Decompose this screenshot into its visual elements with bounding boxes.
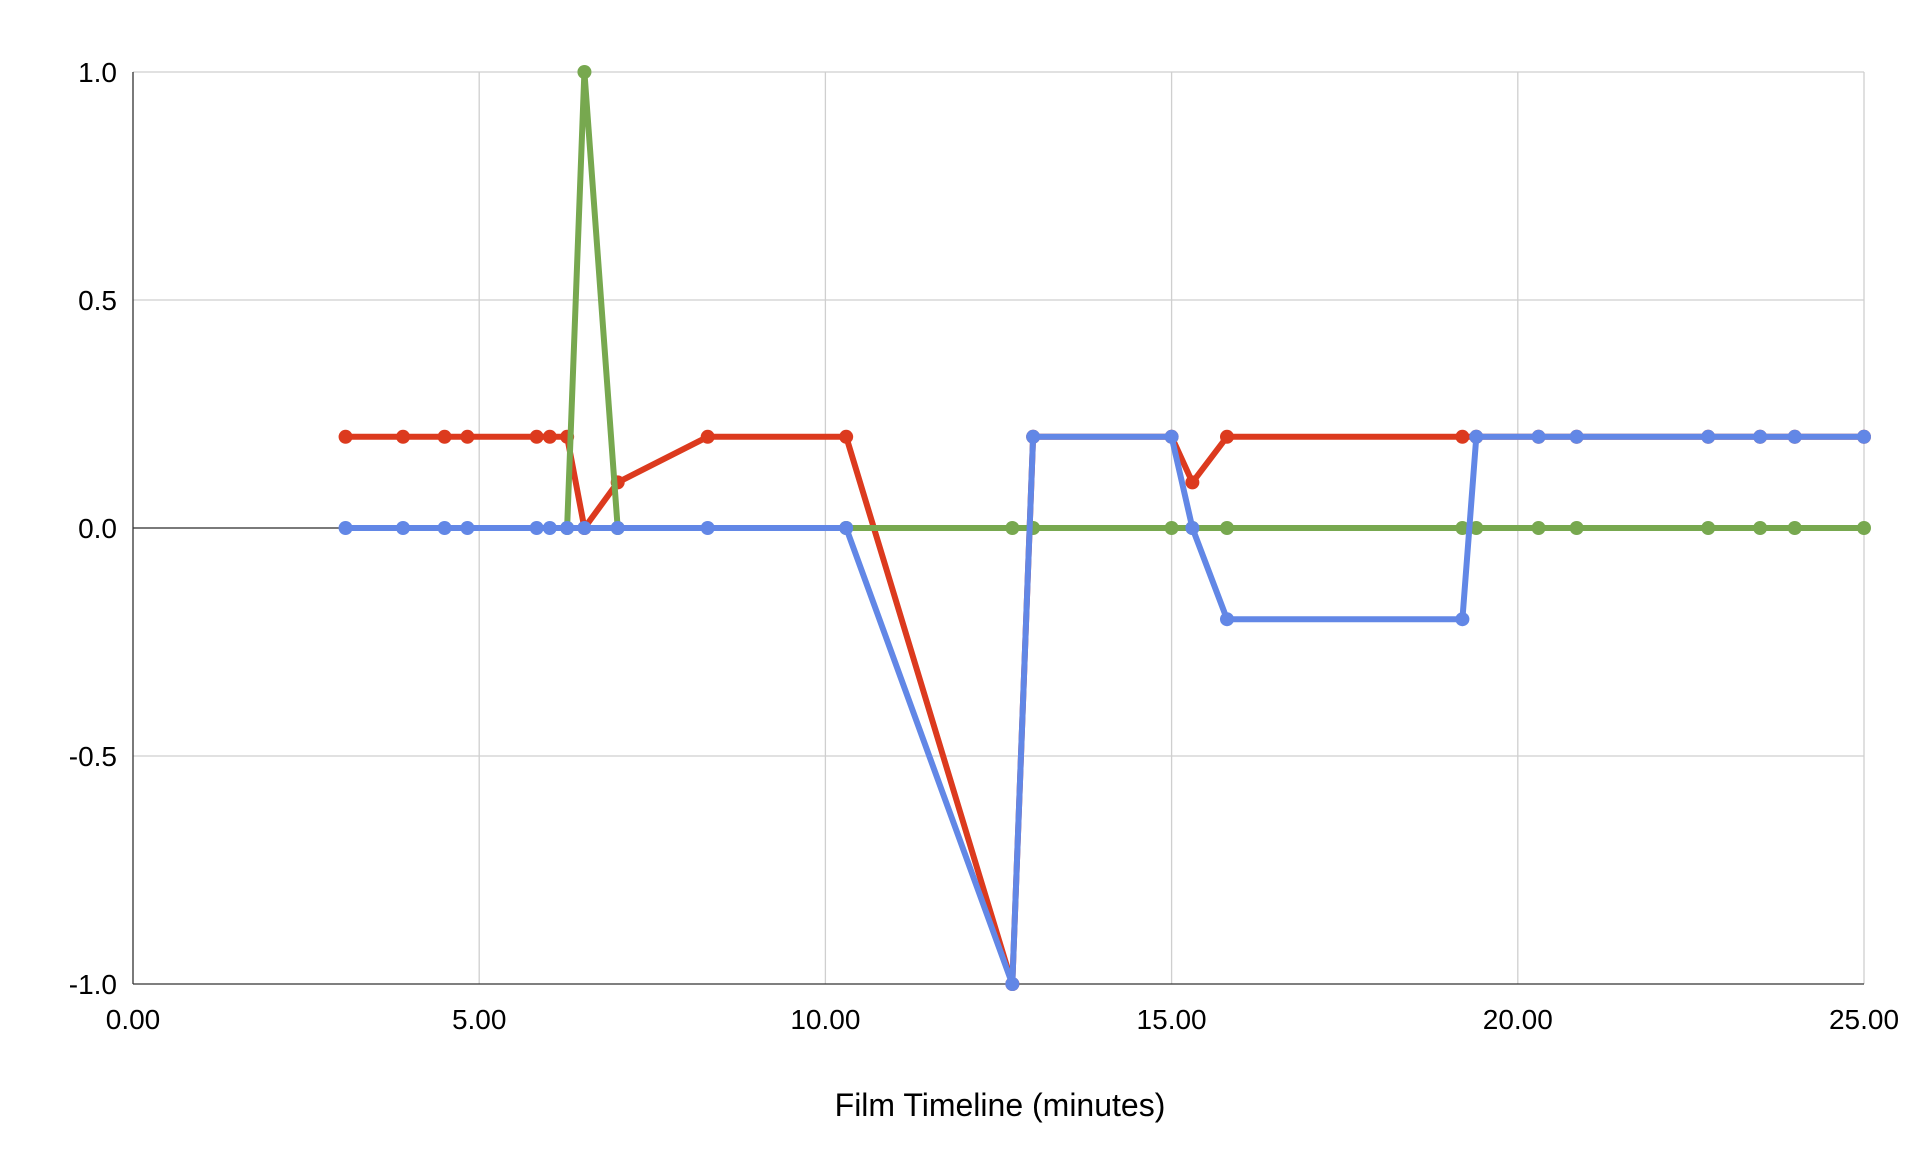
- data-point: [1185, 475, 1200, 490]
- data-point: [396, 521, 411, 535]
- data-point: [1164, 521, 1179, 535]
- x-tick-label: 0.00: [106, 1004, 161, 1035]
- data-point: [560, 521, 575, 535]
- data-point: [1005, 977, 1020, 991]
- data-point: [1753, 521, 1768, 535]
- data-point: [1219, 612, 1234, 627]
- data-point: [610, 521, 625, 535]
- data-point: [1455, 612, 1470, 627]
- x-axis-title: Film Timeline (minutes): [835, 1087, 1166, 1123]
- data-point: [577, 521, 592, 535]
- data-point: [700, 429, 715, 444]
- data-point: [1531, 521, 1546, 535]
- data-point: [577, 65, 592, 79]
- data-point: [1026, 429, 1041, 444]
- data-point: [1164, 429, 1179, 444]
- data-point: [1857, 521, 1871, 535]
- data-point: [460, 429, 475, 444]
- data-point: [1701, 521, 1716, 535]
- data-point: [460, 521, 475, 535]
- x-tick-label: 5.00: [452, 1004, 507, 1035]
- series-line: [342, 433, 1867, 987]
- data-point: [1185, 521, 1200, 535]
- data-point: [1569, 521, 1584, 535]
- data-point: [437, 521, 452, 535]
- y-tick-label: 0.5: [78, 285, 117, 316]
- x-tick-label: 25.00: [1829, 1004, 1899, 1035]
- data-point: [437, 429, 452, 444]
- data-point: [1455, 429, 1470, 444]
- data-point: [1531, 429, 1546, 444]
- y-tick-label: 0.0: [78, 513, 117, 544]
- x-tick-label: 15.00: [1137, 1004, 1207, 1035]
- x-tick-label: 10.00: [790, 1004, 860, 1035]
- data-point: [1219, 521, 1234, 535]
- data-point: [338, 521, 353, 535]
- y-tick-label: -1.0: [69, 969, 117, 1000]
- data-point: [1469, 429, 1484, 444]
- data-point: [1219, 429, 1234, 444]
- data-point: [529, 521, 544, 535]
- y-tick-label: -0.5: [69, 741, 117, 772]
- data-point: [1569, 429, 1584, 444]
- y-tick-label: 1.0: [78, 57, 117, 88]
- data-point: [1787, 429, 1802, 444]
- axes: [132, 72, 1864, 985]
- data-point: [542, 521, 557, 535]
- data-point: [1857, 429, 1871, 444]
- data-point: [700, 521, 715, 535]
- x-tick-label: 20.00: [1483, 1004, 1553, 1035]
- data-point: [529, 429, 544, 444]
- data-point: [338, 429, 353, 444]
- data-point: [839, 429, 854, 444]
- data-point: [839, 521, 854, 535]
- series-lines: [338, 65, 1871, 991]
- data-point: [542, 429, 557, 444]
- data-point: [1469, 521, 1484, 535]
- data-point: [1455, 521, 1470, 535]
- series-3: [338, 429, 1871, 991]
- data-point: [1005, 521, 1020, 535]
- data-point: [396, 429, 411, 444]
- tick-labels: 1.0 0.5 0.0 -0.5 -1.0 0.00 5.00 10.00 15.00 20.00…: [69, 57, 1899, 1035]
- data-point: [1701, 429, 1716, 444]
- data-point: [1753, 429, 1768, 444]
- data-point: [1787, 521, 1802, 535]
- series-line: [342, 433, 1867, 987]
